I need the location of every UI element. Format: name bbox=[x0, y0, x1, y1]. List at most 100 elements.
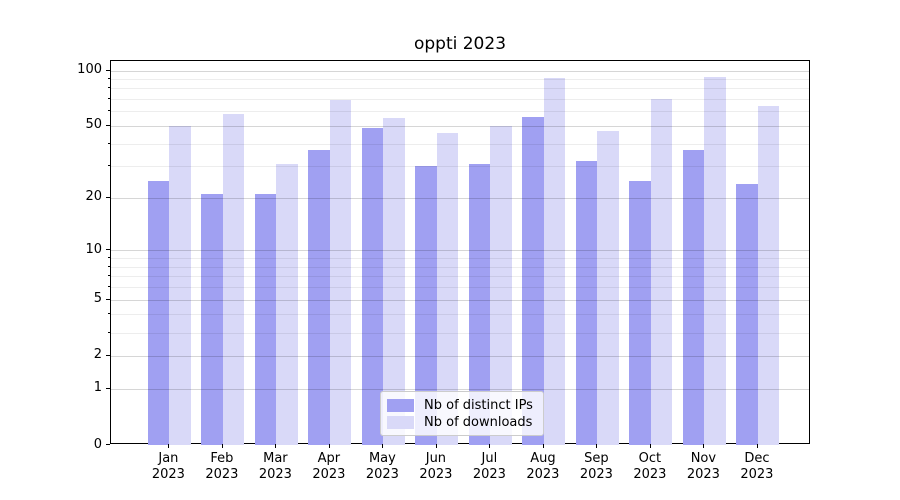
y-tick-mark-minor-70 bbox=[108, 98, 110, 100]
bar-distinct-ips-mar bbox=[254, 194, 277, 445]
bar-downloads-oct bbox=[650, 99, 673, 445]
x-tick-mark-apr bbox=[328, 444, 330, 448]
x-tick-label-aug: Aug 2023 bbox=[526, 451, 560, 482]
x-tick-mark-jun bbox=[435, 444, 437, 448]
bar-distinct-ips-jun bbox=[415, 166, 437, 445]
x-tick-label-may: May 2023 bbox=[365, 451, 399, 482]
y-tick-mark-100 bbox=[106, 69, 110, 71]
bar-downloads-nov bbox=[704, 77, 726, 445]
gridline-minor-8 bbox=[111, 266, 809, 268]
chart-title: oppti 2023 bbox=[413, 34, 507, 54]
y-tick-mark-1 bbox=[106, 387, 110, 389]
bar-distinct-ips-oct bbox=[629, 180, 651, 445]
legend-swatch-downloads bbox=[387, 415, 414, 429]
y-tick-mark-minor-4 bbox=[108, 313, 110, 315]
bar-distinct-ips-jan bbox=[147, 180, 170, 445]
x-tick-label-feb: Feb 2023 bbox=[205, 451, 239, 482]
bar-distinct-ips-apr bbox=[308, 149, 330, 445]
x-tick-label-mar: Mar 2023 bbox=[258, 451, 292, 482]
x-tick-label-oct: Oct 2023 bbox=[633, 451, 667, 482]
y-tick-mark-minor-6 bbox=[108, 286, 110, 288]
y-tick-label-100: 100 bbox=[77, 62, 102, 77]
gridline-major-10 bbox=[111, 250, 809, 252]
y-tick-mark-10 bbox=[106, 249, 110, 251]
x-tick-mark-nov bbox=[703, 444, 705, 448]
gridline-major-50 bbox=[111, 125, 809, 127]
bar-downloads-mar bbox=[276, 163, 298, 445]
bar-downloads-may bbox=[383, 118, 405, 445]
gridline-minor-80 bbox=[111, 88, 809, 90]
bar-distinct-ips-may bbox=[361, 127, 384, 445]
plot-area bbox=[110, 60, 810, 445]
x-tick-mark-oct bbox=[649, 444, 651, 448]
gridline-minor-40 bbox=[111, 143, 809, 145]
gridline-minor-60 bbox=[111, 111, 809, 113]
gridline-minor-7 bbox=[111, 276, 809, 278]
bar-distinct-ips-nov bbox=[682, 149, 705, 445]
y-tick-label-5: 5 bbox=[93, 291, 102, 307]
y-tick-mark-minor-60 bbox=[108, 110, 110, 112]
y-tick-label-10: 10 bbox=[85, 241, 102, 257]
gridline-minor-30 bbox=[111, 166, 809, 168]
bar-downloads-sep bbox=[597, 130, 619, 445]
x-tick-mark-jul bbox=[489, 444, 491, 448]
legend: Nb of distinct IPs Nb of downloads bbox=[380, 391, 544, 436]
y-tick-mark-5 bbox=[106, 298, 110, 300]
bar-distinct-ips-dec bbox=[736, 183, 758, 445]
x-tick-mark-jan bbox=[168, 444, 170, 448]
gridline-major-100 bbox=[111, 70, 809, 72]
legend-swatch-distinct-ips bbox=[387, 398, 414, 412]
x-tick-mark-mar bbox=[275, 444, 277, 448]
x-tick-mark-feb bbox=[221, 444, 223, 448]
y-tick-label-20: 20 bbox=[85, 189, 102, 205]
legend-item-distinct-ips: Nb of distinct IPs bbox=[387, 397, 535, 413]
y-tick-label-2: 2 bbox=[93, 347, 102, 363]
y-tick-mark-minor-3 bbox=[108, 331, 110, 333]
gridline-minor-9 bbox=[111, 258, 809, 260]
y-tick-mark-50 bbox=[106, 124, 110, 126]
gridline-major-2 bbox=[111, 355, 809, 357]
bar-downloads-jan bbox=[169, 125, 191, 445]
bar-downloads-jul bbox=[490, 125, 512, 445]
bar-downloads-apr bbox=[329, 100, 352, 445]
bar-distinct-ips-sep bbox=[575, 161, 598, 445]
bar-downloads-dec bbox=[757, 106, 780, 445]
x-tick-label-nov: Nov 2023 bbox=[686, 451, 720, 482]
y-tick-mark-minor-40 bbox=[108, 142, 110, 144]
y-tick-label-50: 50 bbox=[85, 117, 102, 133]
gridline-minor-3 bbox=[111, 332, 809, 334]
gridline-minor-70 bbox=[111, 99, 809, 101]
bar-distinct-ips-jul bbox=[468, 163, 491, 445]
gridline-minor-4 bbox=[111, 314, 809, 316]
y-tick-mark-minor-9 bbox=[108, 257, 110, 259]
x-tick-mark-aug bbox=[542, 444, 544, 448]
bar-downloads-aug bbox=[543, 78, 566, 445]
gridline-major-5 bbox=[111, 299, 809, 301]
x-tick-label-jul: Jul 2023 bbox=[472, 451, 506, 482]
y-tick-mark-minor-7 bbox=[108, 275, 110, 277]
bar-downloads-feb bbox=[222, 114, 245, 445]
y-tick-mark-minor-90 bbox=[108, 77, 110, 79]
gridline-major-1 bbox=[111, 388, 809, 390]
x-tick-label-dec: Dec 2023 bbox=[740, 451, 774, 482]
x-tick-mark-dec bbox=[756, 444, 758, 448]
y-tick-mark-0 bbox=[106, 444, 110, 445]
y-tick-mark-minor-80 bbox=[108, 87, 110, 89]
bar-downloads-jun bbox=[436, 132, 459, 445]
y-tick-label-0: 0 bbox=[93, 436, 102, 452]
x-tick-label-apr: Apr 2023 bbox=[312, 451, 346, 482]
y-tick-mark-2 bbox=[106, 354, 110, 356]
x-tick-label-sep: Sep 2023 bbox=[579, 451, 613, 482]
x-tick-mark-sep bbox=[596, 444, 598, 448]
bar-distinct-ips-aug bbox=[522, 116, 544, 445]
legend-label-distinct-ips: Nb of distinct IPs bbox=[424, 397, 533, 413]
gridline-minor-6 bbox=[111, 287, 809, 289]
x-tick-label-jun: Jun 2023 bbox=[419, 451, 453, 482]
gridline-major-20 bbox=[111, 197, 809, 199]
gridline-minor-90 bbox=[111, 78, 809, 80]
bar-distinct-ips-feb bbox=[201, 194, 223, 445]
x-tick-mark-may bbox=[382, 444, 384, 448]
y-tick-mark-minor-30 bbox=[108, 165, 110, 167]
legend-item-downloads: Nb of downloads bbox=[387, 414, 535, 430]
